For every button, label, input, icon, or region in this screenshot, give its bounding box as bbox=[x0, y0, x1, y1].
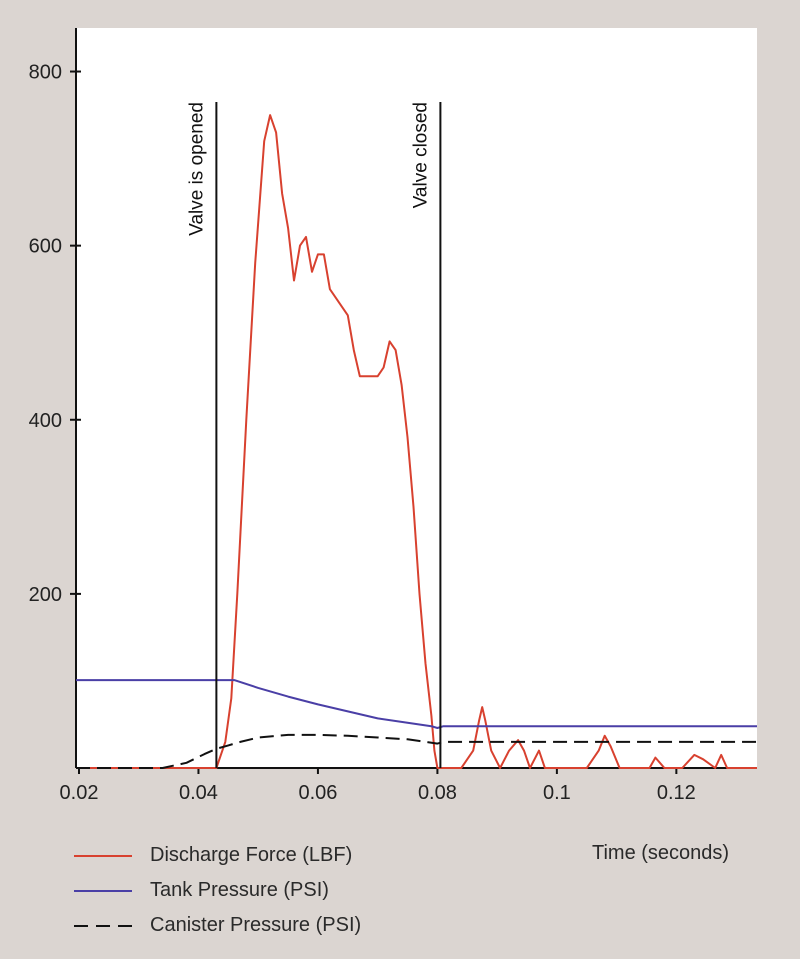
annotation-label-valve-closed: Valve closed bbox=[410, 102, 431, 208]
y-tick-label-600: 600 bbox=[29, 236, 62, 258]
x-tick-label-0.06: 0.06 bbox=[298, 782, 337, 804]
series-layer bbox=[76, 114, 757, 769]
legend-label-canister-pressure: Canister Pressure (PSI) bbox=[150, 914, 362, 936]
y-tick-label-800: 800 bbox=[29, 62, 62, 84]
legend-swatch-tank-pressure bbox=[74, 889, 132, 892]
y-axis-ticks: 200 400 600 800 bbox=[29, 62, 81, 606]
y-tick-label-200: 200 bbox=[29, 584, 62, 606]
legend-label-tank-pressure: Tank Pressure (PSI) bbox=[150, 879, 329, 901]
x-tick-label-0.04: 0.04 bbox=[179, 782, 218, 804]
legend: Discharge Force (LBF) Tank Pressure (PSI… bbox=[74, 838, 361, 943]
legend-item-canister-pressure: Canister Pressure (PSI) bbox=[74, 908, 361, 943]
x-tick-label-0.12: 0.12 bbox=[657, 782, 696, 804]
legend-item-tank-pressure: Tank Pressure (PSI) bbox=[74, 873, 361, 908]
x-tick-label-0.08: 0.08 bbox=[418, 782, 457, 804]
series-line-discharge-force bbox=[76, 114, 757, 769]
plot-area bbox=[76, 28, 757, 768]
annotation-label-valve-is-opened: Valve is opened bbox=[186, 102, 207, 236]
x-axis-ticks: 0.02 0.04 0.06 0.08 0.1 0.12 bbox=[60, 768, 696, 804]
legend-swatch-discharge-force bbox=[74, 854, 132, 857]
annotation-layer: Valve is opened Valve closed bbox=[186, 102, 442, 768]
legend-swatch-canister-pressure bbox=[74, 924, 132, 927]
series-line-tank-pressure bbox=[76, 679, 757, 729]
x-tick-label-0.1: 0.1 bbox=[543, 782, 571, 804]
y-tick-label-400: 400 bbox=[29, 410, 62, 432]
legend-item-discharge-force: Discharge Force (LBF) bbox=[74, 838, 361, 873]
x-axis-label: Time (seconds) bbox=[592, 842, 730, 864]
series-line-canister-pressure bbox=[76, 733, 757, 769]
x-tick-label-0.02: 0.02 bbox=[60, 782, 99, 804]
legend-label-discharge-force: Discharge Force (LBF) bbox=[150, 844, 353, 866]
